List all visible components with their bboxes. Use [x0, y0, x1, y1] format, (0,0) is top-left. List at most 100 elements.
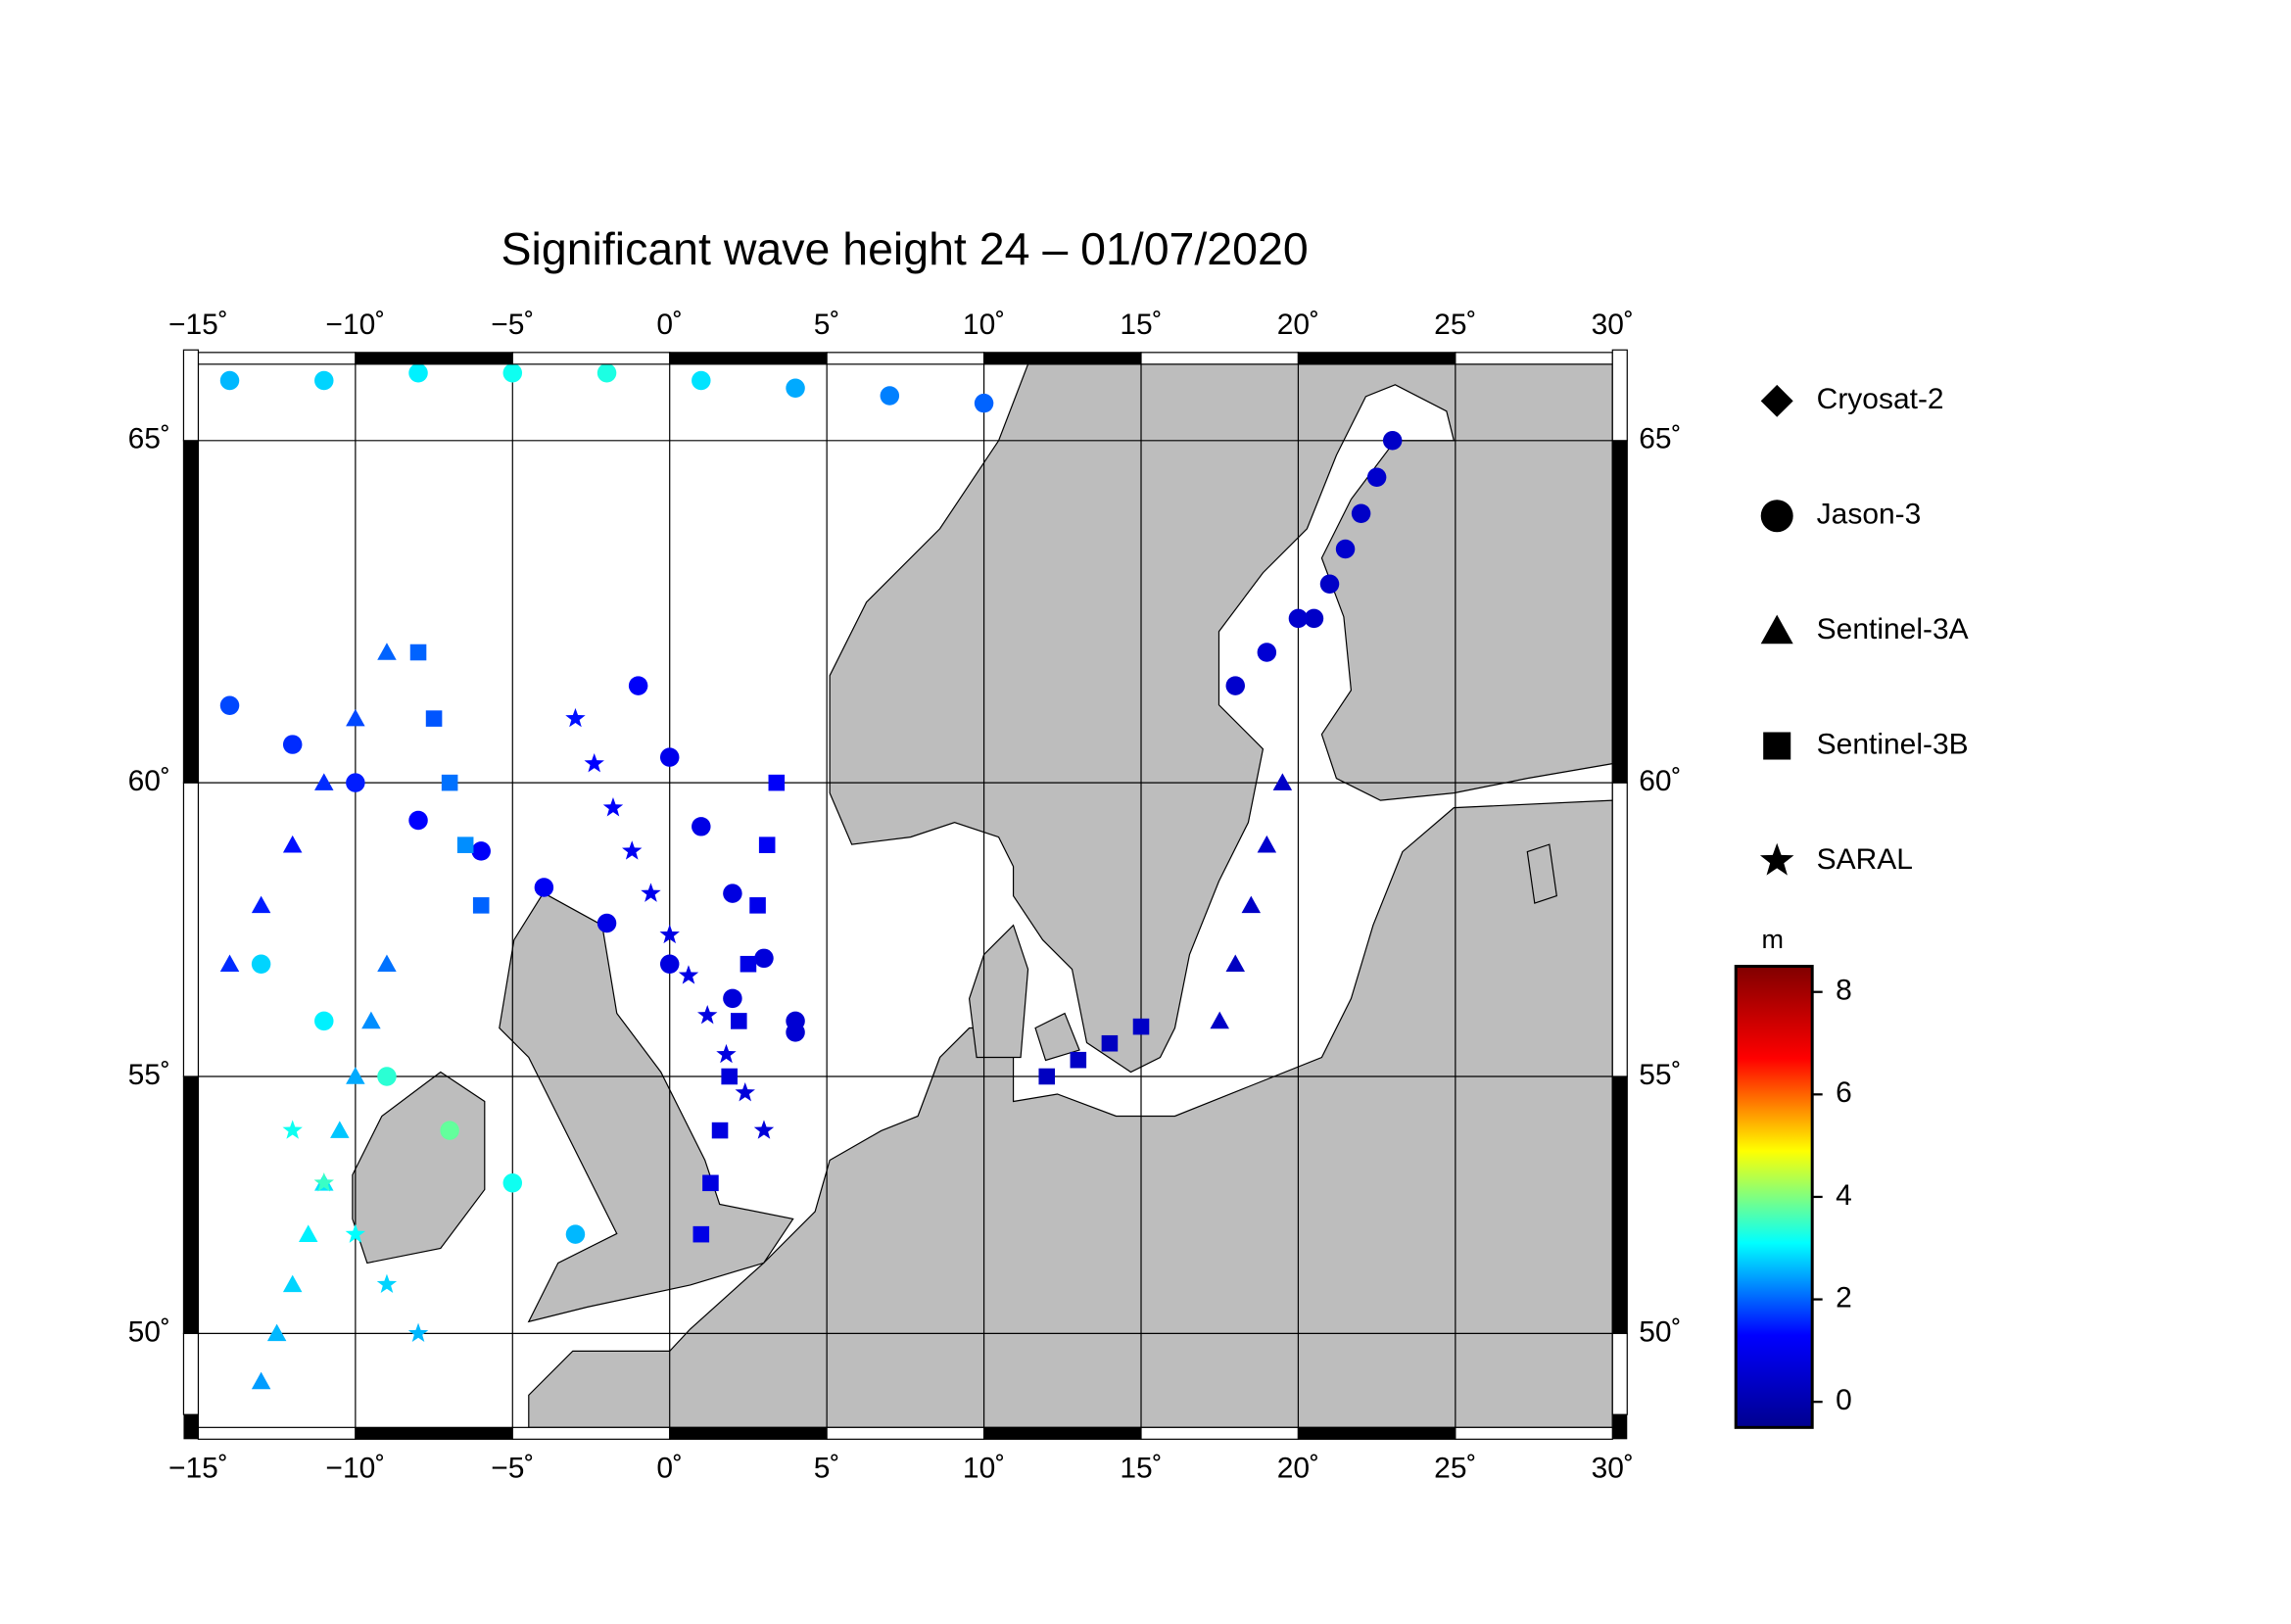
- data-point: [251, 1371, 271, 1390]
- frame-bar: [982, 1426, 1142, 1440]
- data-point: [659, 924, 680, 944]
- data-point: [628, 676, 648, 695]
- data-point: [692, 370, 711, 391]
- frame-bar: [1611, 1075, 1628, 1334]
- map-area: [198, 363, 1613, 1428]
- data-point: [1319, 574, 1340, 594]
- frame-bar: [197, 1426, 357, 1440]
- colorbar-tick-label: 0: [1836, 1384, 1852, 1416]
- data-point: [314, 773, 334, 790]
- y-tick-label: 50˚: [1639, 1315, 1681, 1348]
- data-point: [251, 895, 271, 914]
- data-point: [251, 954, 271, 974]
- colorbar-tick-label: 8: [1836, 975, 1852, 1007]
- frame-bar: [182, 1332, 200, 1415]
- data-point: [565, 707, 586, 728]
- x-tick-label: 25˚: [1434, 1453, 1476, 1485]
- frame-bar: [182, 349, 200, 442]
- frame-bar: [1455, 352, 1613, 365]
- legend-marker: [1760, 614, 1793, 645]
- data-point: [1070, 1051, 1087, 1069]
- frame-bar: [182, 1075, 200, 1334]
- frame-bar: [182, 440, 200, 784]
- x-tick-label: −15˚: [168, 309, 228, 341]
- great-britain: [499, 891, 794, 1323]
- data-point: [622, 840, 643, 860]
- data-point: [502, 1173, 523, 1193]
- data-point: [731, 1013, 747, 1029]
- y-tick-label: 55˚: [1639, 1059, 1681, 1091]
- colorbar-tick-label: 4: [1836, 1179, 1852, 1212]
- data-point: [314, 1011, 334, 1031]
- data-point: [534, 878, 554, 897]
- axes: −15˚ −15˚ −10˚ −10˚ −5˚ −5˚ 0˚ 0˚ 5˚ 5˚ 10˚ 10˚ 15˚ 1…: [128, 309, 1682, 1485]
- data-point: [361, 1011, 381, 1029]
- data-point: [409, 644, 427, 661]
- data-points: [219, 363, 1403, 1390]
- frame-bar: [511, 352, 671, 365]
- y-tick-label: 65˚: [1639, 423, 1681, 455]
- data-point: [749, 897, 766, 914]
- legend-marker: [1759, 842, 1794, 876]
- x-tick-label: 30˚: [1592, 309, 1634, 341]
- data-point: [440, 1121, 459, 1140]
- data-point: [1225, 954, 1246, 973]
- data-point: [602, 797, 624, 817]
- x-tick-label: −10˚: [325, 1453, 385, 1485]
- data-point: [472, 897, 490, 914]
- data-point: [597, 363, 617, 383]
- data-point: [282, 1274, 303, 1293]
- data-point: [377, 954, 397, 973]
- frame-bar: [1611, 782, 1628, 1077]
- data-point: [721, 1068, 738, 1085]
- y-tick-label: 65˚: [128, 423, 170, 455]
- legend-label: SARAL: [1817, 843, 1913, 876]
- data-point: [735, 1081, 755, 1102]
- data-point: [346, 773, 365, 792]
- x-tick-label: −5˚: [491, 1453, 534, 1485]
- data-point: [1272, 773, 1293, 790]
- scandinavia: [829, 363, 1613, 1074]
- legend-label: Jason-3: [1817, 499, 1922, 531]
- data-point: [768, 774, 786, 791]
- data-point: [219, 370, 240, 391]
- data-point: [641, 883, 661, 902]
- data-point: [408, 363, 428, 383]
- x-tick-label: −5˚: [491, 309, 534, 341]
- frame-bar: [1297, 352, 1456, 365]
- data-point: [456, 836, 474, 853]
- zealand: [1034, 1012, 1080, 1062]
- data-point: [754, 948, 774, 969]
- data-point: [282, 1120, 303, 1139]
- data-point: [565, 1224, 586, 1244]
- x-tick-label: −15˚: [168, 1453, 228, 1485]
- y-tick-label: 60˚: [128, 765, 170, 797]
- data-point: [880, 386, 900, 406]
- land: [352, 363, 1613, 1428]
- data-point: [697, 1004, 718, 1025]
- x-tick-label: 10˚: [963, 1453, 1005, 1485]
- data-point: [219, 954, 240, 973]
- data-point: [266, 1323, 287, 1342]
- x-tick-label: 5˚: [814, 309, 840, 341]
- data-point: [346, 1067, 365, 1084]
- x-tick-label: 15˚: [1120, 1453, 1162, 1485]
- legend-label: Cryosat-2: [1817, 383, 1944, 415]
- x-tick-label: 5˚: [814, 1453, 840, 1485]
- gotland: [1526, 843, 1557, 904]
- frame-bar: [1140, 352, 1300, 365]
- data-point: [659, 747, 680, 767]
- x-tick-label: 30˚: [1592, 1453, 1634, 1485]
- data-point: [502, 363, 523, 383]
- frame-bar: [1611, 349, 1628, 442]
- x-tick-label: 0˚: [656, 309, 683, 341]
- chart-title: Significant wave height 24 – 01/07/2020: [501, 223, 1309, 274]
- data-point: [1382, 431, 1403, 451]
- data-point: [786, 378, 805, 399]
- data-point: [597, 913, 617, 933]
- data-point: [692, 1225, 710, 1243]
- data-point: [1304, 608, 1324, 629]
- legend-label: Sentinel-3B: [1817, 728, 1969, 760]
- colorbar-tick-label: 6: [1836, 1076, 1852, 1109]
